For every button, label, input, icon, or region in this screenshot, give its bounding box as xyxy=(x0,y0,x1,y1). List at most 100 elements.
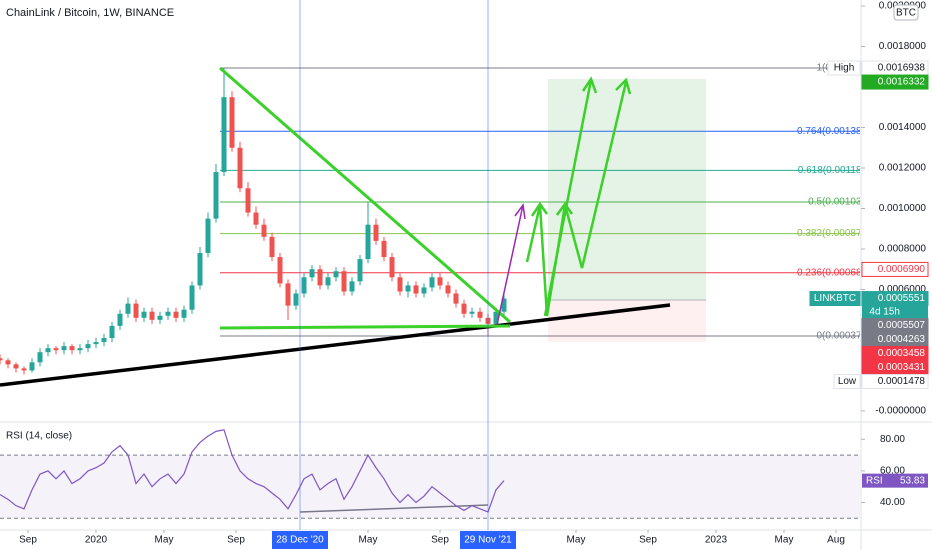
rsi-tag-name: RSI xyxy=(866,475,883,486)
candle-body xyxy=(373,224,379,241)
projection xyxy=(496,204,524,326)
x-tick-label: Sep xyxy=(19,535,37,546)
candle-body xyxy=(173,311,179,318)
x-tick-label: Sep xyxy=(639,535,657,546)
y-tick-label: 0.0008000 xyxy=(879,244,927,255)
price-tag-label: 0.0005551 xyxy=(878,293,926,304)
rsi-band-fill xyxy=(0,455,860,519)
y-tick-label: 0.0010000 xyxy=(879,203,927,214)
x-tick-label: May xyxy=(775,535,794,546)
candle-body xyxy=(229,97,235,148)
candle-body xyxy=(165,311,171,316)
x-tick-label: 2020 xyxy=(85,535,108,546)
candle-body xyxy=(61,346,67,351)
candle-body xyxy=(245,188,251,213)
fib-label: 0.382(0.0008759) xyxy=(797,228,876,239)
x-tick-label: 29 Nov '21 xyxy=(464,535,512,546)
price-tag-label: 0.0001478 xyxy=(878,376,926,387)
rsi-tag xyxy=(862,473,928,488)
candle-body xyxy=(133,303,139,318)
fib-label: 0.5(0.0010320) xyxy=(808,197,876,208)
candle-body xyxy=(349,281,355,292)
candle-body xyxy=(429,277,435,288)
price-tag-note-box xyxy=(833,374,861,390)
candle-body xyxy=(205,218,211,254)
candle-body xyxy=(477,311,483,318)
candle-body xyxy=(13,364,19,369)
candle-body xyxy=(269,236,275,258)
candle-body xyxy=(197,253,203,286)
arrow-head xyxy=(615,77,632,95)
x-tick-label: Sep xyxy=(227,535,245,546)
main-pane: 1(0.0016938)0.764(0.0013814)0.618(0.0011… xyxy=(0,63,877,375)
candle-body xyxy=(325,277,331,286)
candle-body xyxy=(5,360,11,365)
candle-body xyxy=(413,285,419,294)
rsi-tick-label: 60.00 xyxy=(880,466,905,477)
arrow-head xyxy=(555,201,574,216)
candle-body xyxy=(397,277,403,292)
candle-body xyxy=(285,283,291,306)
highlight-box xyxy=(460,531,516,549)
x-tick-label: 28 Dec '20 xyxy=(276,535,324,546)
candle-body xyxy=(357,259,363,282)
countdown: 4d 15h xyxy=(869,307,900,318)
stop-zone xyxy=(548,300,706,342)
price-tag-label: 0.0016938 xyxy=(878,63,926,74)
candle-body xyxy=(309,269,315,278)
currency: BTC xyxy=(896,8,916,19)
x-tick-label: 2023 xyxy=(705,535,728,546)
price-tag-note: Low xyxy=(838,376,857,387)
countdown-box xyxy=(862,305,928,319)
arrow-head xyxy=(581,76,598,94)
candle-body xyxy=(421,287,427,294)
price-tag-label: 0.0003458 xyxy=(878,348,926,359)
price-tag-note: LINKBTC xyxy=(814,293,856,304)
rsi-line xyxy=(0,429,505,513)
triangle-base xyxy=(219,324,511,330)
candle-body xyxy=(77,348,83,351)
candle-body xyxy=(101,338,107,343)
candle-body xyxy=(37,352,43,363)
rsi-tag-value: 53.83 xyxy=(900,475,925,486)
price-tag-note-box xyxy=(827,60,861,76)
projection-arrow xyxy=(543,79,593,317)
candle-body xyxy=(501,298,507,312)
price-tag-label: 0.0006990 xyxy=(878,264,926,275)
candle-body xyxy=(213,172,219,219)
price-tag-label: 0.0005507 xyxy=(878,320,926,331)
y-tick-label: 0.0006000 xyxy=(879,284,927,295)
candle-body xyxy=(149,311,155,320)
y-tick-label: -0.0000000 xyxy=(875,406,926,417)
target-zone xyxy=(548,79,706,300)
candle-body xyxy=(29,362,35,371)
candle-body xyxy=(21,368,27,371)
rsi-tick-label: 40.00 xyxy=(880,497,905,508)
candle-body xyxy=(141,311,147,318)
highlight-box xyxy=(272,531,328,549)
x-tick-label: May xyxy=(359,535,378,546)
rsi-tick-label: 80.00 xyxy=(880,434,905,445)
fib-label: 0.618(0.0011882) xyxy=(798,165,876,176)
candle-body xyxy=(453,293,459,304)
x-tick-label: Sep xyxy=(431,535,449,546)
arrow-head xyxy=(530,201,549,217)
candle-body xyxy=(317,269,323,286)
fib-label: 0(0.0003703) xyxy=(817,331,877,342)
y-tick-label: 0.0012000 xyxy=(879,163,927,174)
x-tick-label: May xyxy=(155,535,174,546)
candle-body xyxy=(341,271,347,292)
candle-body xyxy=(381,240,387,258)
support-line xyxy=(0,303,671,387)
candle-body xyxy=(445,285,451,294)
candle-body xyxy=(277,257,283,284)
candle-body xyxy=(261,224,267,237)
fib-label: 0.764(0.0013814) xyxy=(797,126,876,137)
currency-box[interactable] xyxy=(893,4,919,21)
triangle-top xyxy=(219,66,511,324)
x-tick-label: Aug xyxy=(827,535,845,546)
price-tag-label: 0.0004263 xyxy=(878,334,926,345)
candle-body xyxy=(189,285,195,310)
price-tag-label: 0.0016332 xyxy=(878,77,926,88)
